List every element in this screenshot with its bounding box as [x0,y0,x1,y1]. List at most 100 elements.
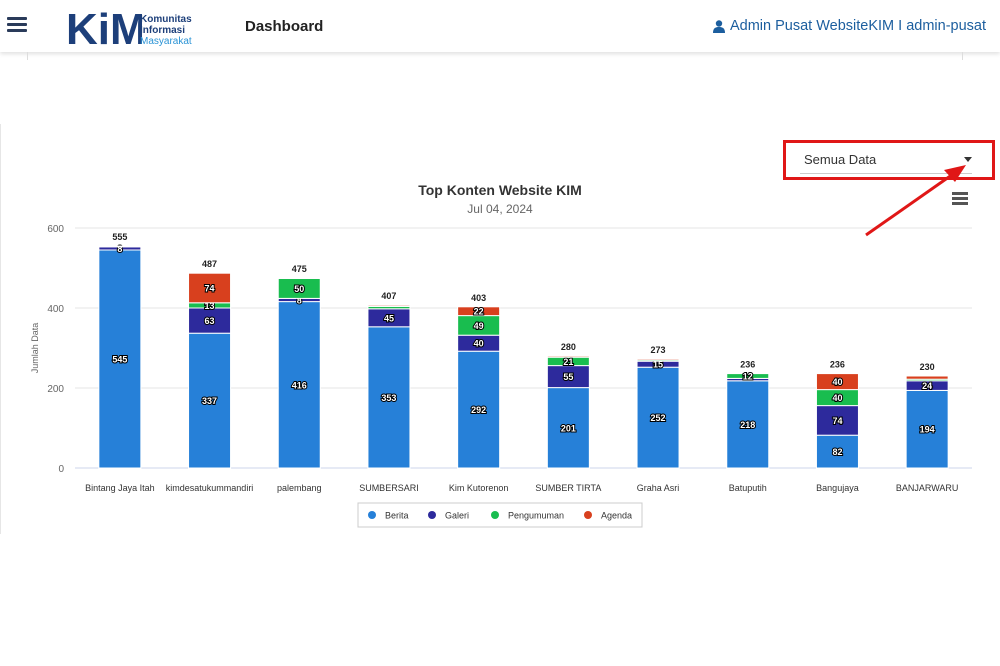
logo-letters: KiM [66,5,142,50]
data-label: 55 [563,372,573,382]
total-label: 403 [471,293,486,303]
data-label: 545 [112,355,127,365]
total-label: 236 [740,360,755,370]
total-label: 407 [381,291,396,301]
kim-logo[interactable]: KiM Komunitas Informasi Masyarakat [66,4,206,54]
x-tick-label: SUMBERSARI [359,483,419,493]
data-label: 8 [117,244,122,254]
x-tick-label: palembang [277,483,322,493]
select-underline [800,173,972,174]
bar-segment [815,405,859,436]
bar-segment [815,434,859,469]
user-label: Admin Pusat WebsiteKIM I admin-pusat [729,18,986,34]
bar-segment [726,380,770,469]
legend-label: Galeri [445,511,469,521]
bar-segment [546,355,590,358]
data-label: 21 [563,357,573,367]
x-tick-label: Graha Asri [637,483,680,493]
bar-segment [546,387,590,469]
x-tick-label: SUMBER TIRTA [535,483,601,493]
bar-segment [726,373,770,379]
logo-text: Komunitas Informasi Masyarakat [140,14,192,47]
data-label: 40 [474,339,484,349]
data-label: 12 [743,372,753,382]
user-menu[interactable]: Admin Pusat WebsiteKIM I admin-pusat [712,18,986,34]
data-label: 82 [832,447,842,457]
bar-segment [457,306,501,317]
data-label: 15 [653,360,663,370]
total-label: 273 [651,345,666,355]
legend-label: Agenda [601,511,632,521]
bar-segment [367,304,411,307]
logo-line3: Masyarakat [140,36,192,47]
data-label: 74 [205,284,215,294]
data-label: 45 [384,313,394,323]
hamburger-icon[interactable] [7,17,27,33]
bar-segment [98,245,142,247]
legend-label: Pengumuman [508,511,564,521]
data-filter-value: Semua Data [804,152,877,167]
legend-marker [428,511,436,519]
chevron-down-icon [964,157,972,162]
legend-label: Berita [385,511,409,521]
data-filter-select[interactable]: Semua Data [783,140,995,180]
x-tick-label: kimdesatukummandiri [166,483,254,493]
chart-subtitle: Jul 04, 2024 [467,202,533,216]
legend-box [357,502,643,528]
total-label: 555 [112,232,127,242]
user-icon [712,19,725,33]
data-label: 40 [832,377,842,387]
data-label: 337 [202,396,217,406]
data-label: 416 [292,380,307,390]
x-tick-label: Kim Kutorenon [449,483,509,493]
x-tick-label: Batuputih [729,483,767,493]
total-label: 230 [920,362,935,372]
logo-line2: Informasi [140,25,186,36]
legend-marker [368,511,376,519]
data-label: 50 [294,284,304,294]
legend-marker [491,511,499,519]
data-label: 63 [205,316,215,326]
kim-logo-mark: KiM [66,5,147,54]
data-label: 40 [832,393,842,403]
y-tick-label: 0 [58,464,64,475]
bar-segment [98,249,142,469]
data-label: 292 [471,405,486,415]
x-tick-label: Bintang Jaya Itah [85,483,155,493]
top-bar: KiM Komunitas Informasi Masyarakat Dashb… [0,0,1000,54]
data-label: 252 [651,413,666,423]
bar-segment [188,272,232,304]
data-label: 74 [832,416,842,426]
data-label: 218 [740,420,755,430]
page-title: Dashboard [245,18,324,35]
y-tick-label: 600 [47,224,64,235]
y-tick-label: 400 [47,304,64,315]
chart-card [0,124,1000,534]
data-label: 8 [297,296,302,306]
divider [962,52,963,60]
bar-segment [188,307,232,334]
data-label: 201 [561,423,576,433]
data-label: 24 [922,381,932,391]
bar-segment [277,277,321,279]
bar-segment [457,350,501,469]
logo-line1: Komunitas [140,14,192,25]
bar-segment [905,375,949,380]
bar-segment [188,332,232,469]
bar-segment [636,358,680,361]
data-label: 353 [381,393,396,403]
chart-menu-icon[interactable] [952,192,968,205]
divider [27,52,28,60]
y-tick-label: 200 [47,384,64,395]
total-label: 280 [561,342,576,352]
total-label: 487 [202,259,217,269]
bar-segment [367,326,411,469]
data-label: 22 [474,307,484,317]
data-label: 194 [920,425,935,435]
total-label: 236 [830,360,845,370]
legend-marker [584,511,592,519]
bar-segment [277,301,321,469]
total-label: 475 [292,264,307,274]
x-tick-label: Bangujaya [816,483,859,493]
